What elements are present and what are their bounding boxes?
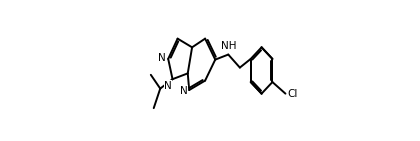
Text: NH: NH (220, 41, 236, 51)
Text: N: N (164, 81, 172, 91)
Text: N: N (180, 86, 188, 96)
Text: N: N (158, 53, 165, 63)
Text: Cl: Cl (287, 89, 298, 99)
